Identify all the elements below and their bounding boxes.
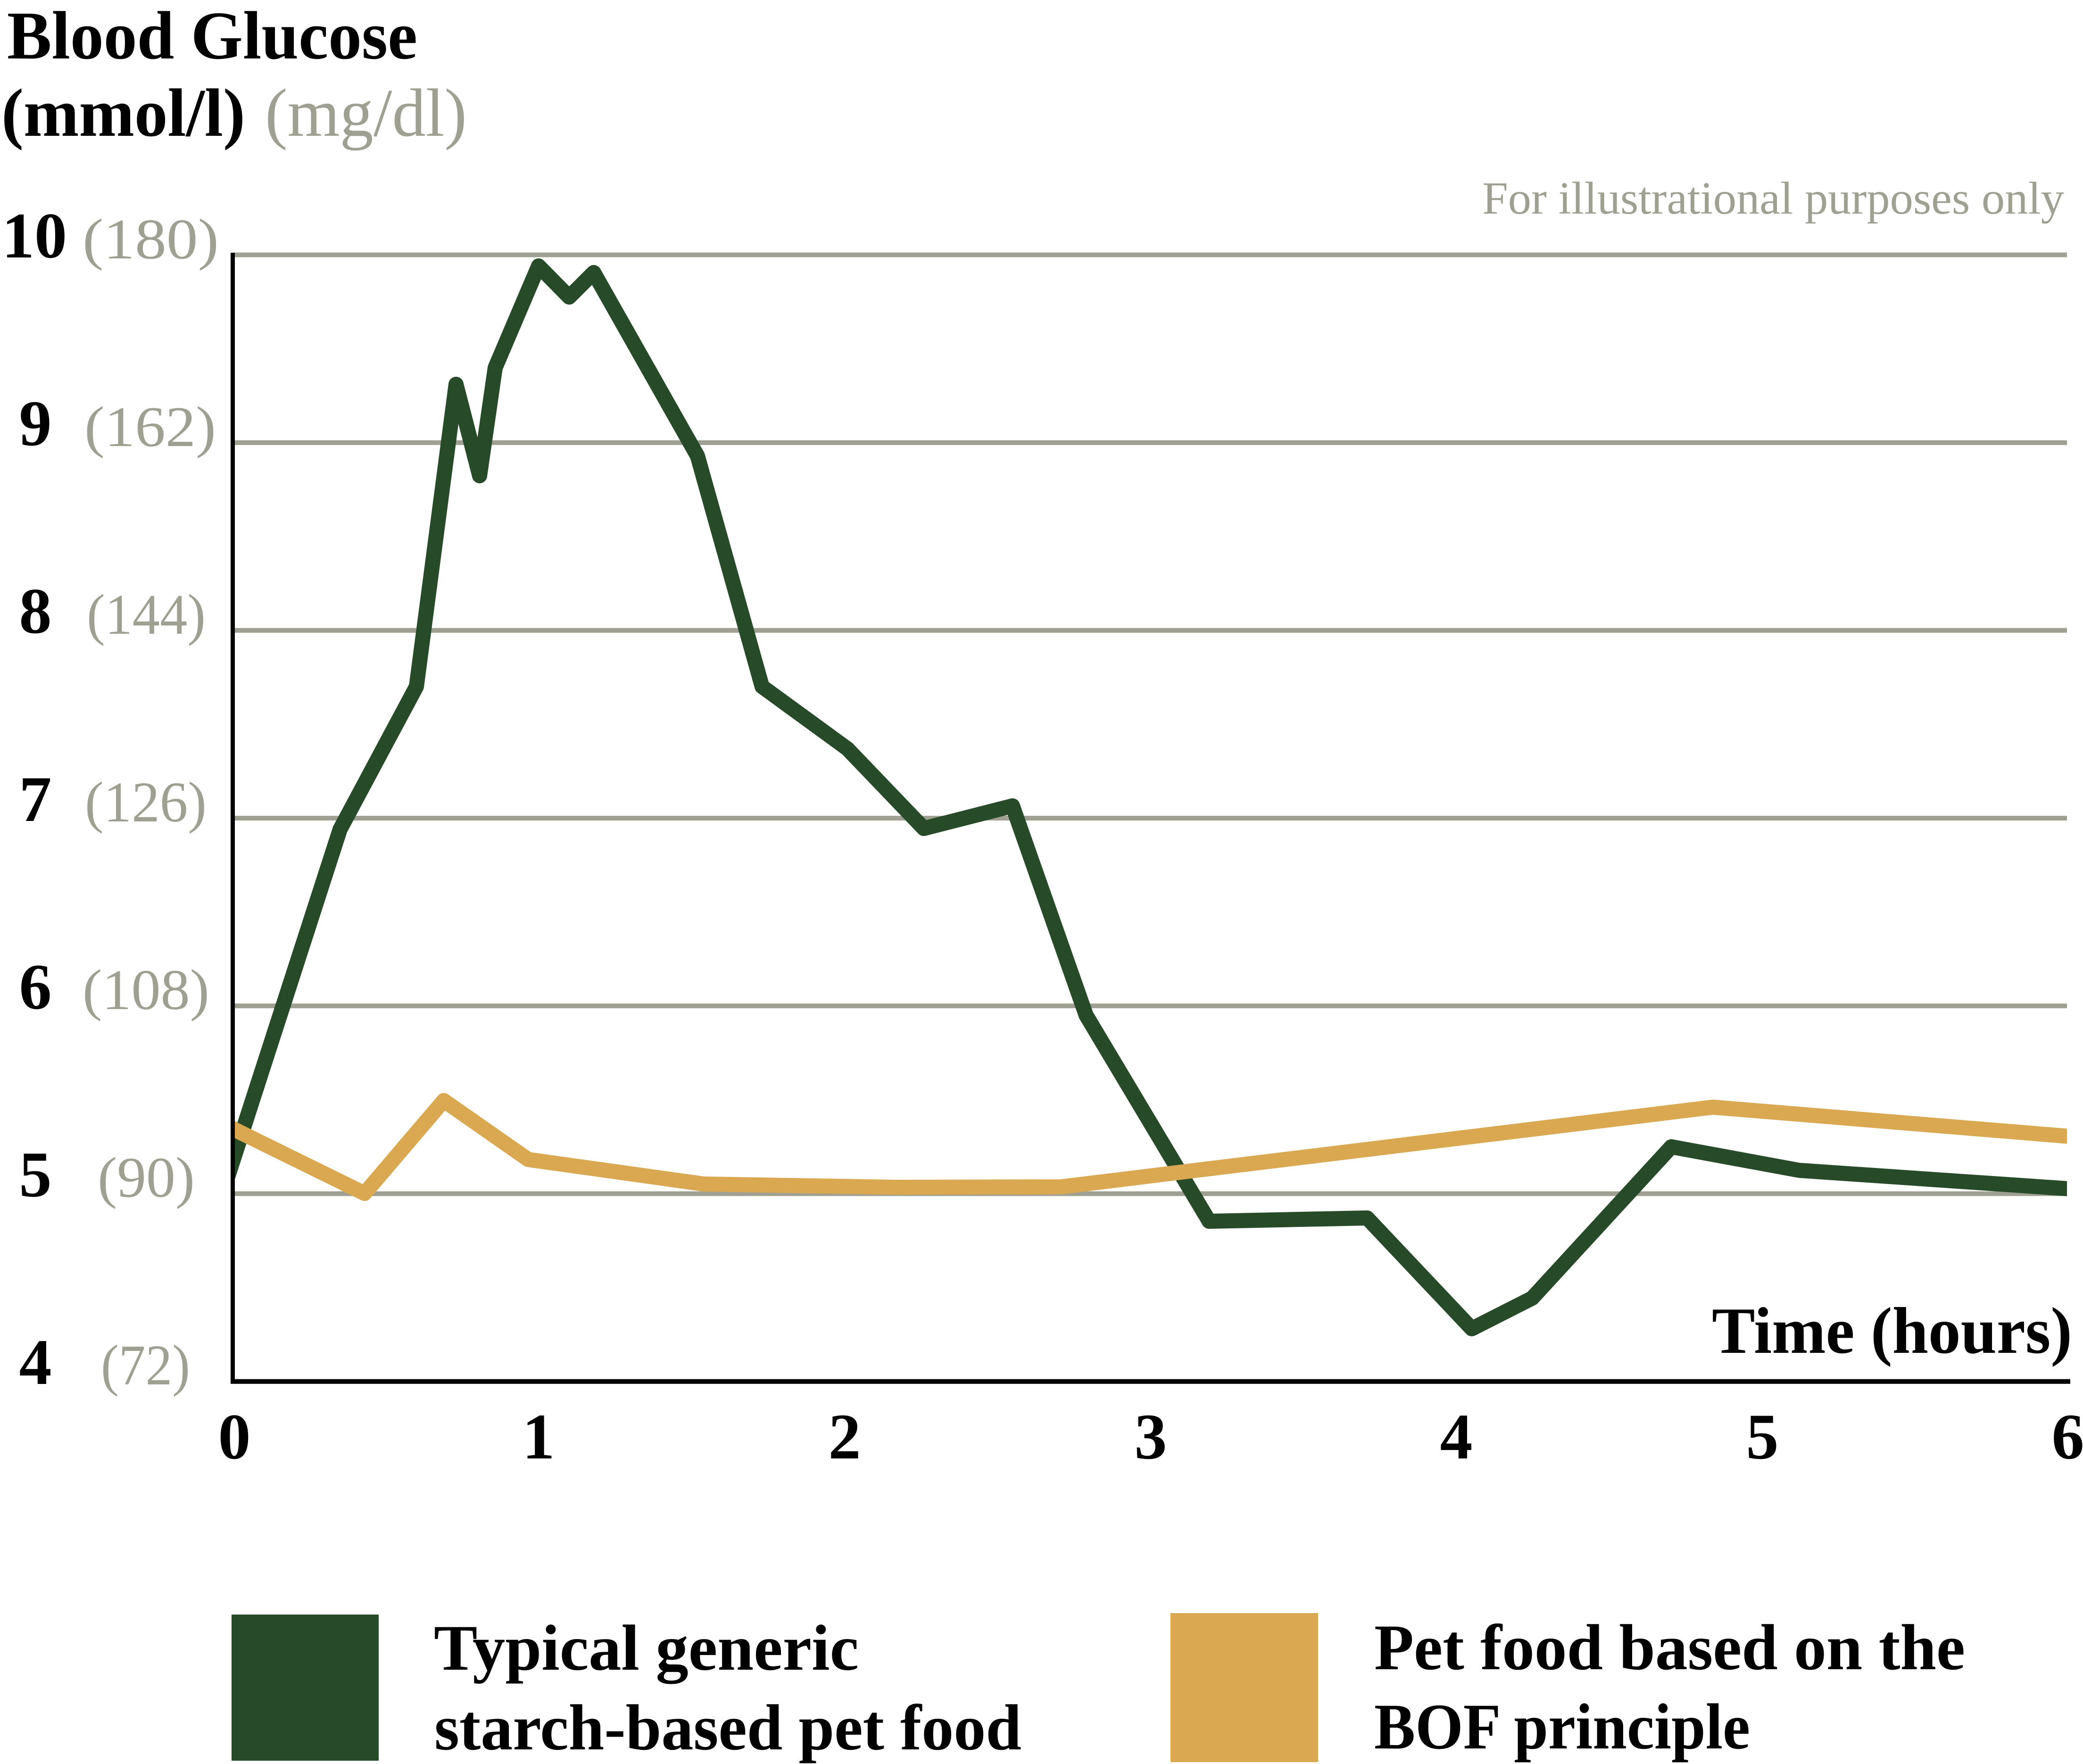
svg-text:6: 6	[2052, 1400, 2083, 1473]
svg-text:(180): (180)	[83, 207, 219, 271]
svg-text:(126): (126)	[85, 770, 207, 834]
svg-text:(90): (90)	[98, 1146, 195, 1209]
svg-text:4: 4	[1440, 1400, 1473, 1473]
svg-text:(72): (72)	[101, 1333, 190, 1397]
svg-text:Typical generic: Typical generic	[434, 1612, 859, 1684]
svg-text:(mg/dl): (mg/dl)	[265, 75, 467, 151]
svg-text:8: 8	[19, 575, 52, 647]
svg-text:starch-based pet food: starch-based pet food	[434, 1691, 1021, 1764]
svg-text:4: 4	[19, 1326, 52, 1398]
svg-text:5: 5	[1746, 1400, 1779, 1473]
svg-text:9: 9	[19, 387, 52, 459]
svg-text:5: 5	[19, 1138, 52, 1210]
svg-text:2: 2	[829, 1400, 861, 1473]
svg-text:0: 0	[218, 1400, 251, 1473]
svg-text:Time (hours): Time (hours)	[1712, 1294, 2072, 1367]
svg-text:Pet food based on the: Pet food based on the	[1374, 1611, 1965, 1683]
svg-text:For illustrational purposes on: For illustrational purposes only	[1482, 173, 2064, 224]
svg-text:(144): (144)	[87, 583, 206, 646]
svg-text:BOF principle: BOF principle	[1374, 1690, 1750, 1763]
svg-text:10: 10	[2, 199, 67, 272]
svg-text:(mmol/l): (mmol/l)	[1, 75, 245, 151]
svg-text:(108): (108)	[83, 958, 209, 1022]
svg-text:1: 1	[523, 1400, 555, 1473]
svg-text:6: 6	[19, 951, 52, 1023]
svg-text:Blood Glucose: Blood Glucose	[7, 0, 417, 74]
svg-text:(162): (162)	[84, 395, 216, 459]
svg-text:7: 7	[19, 763, 52, 835]
svg-text:3: 3	[1135, 1400, 1167, 1473]
